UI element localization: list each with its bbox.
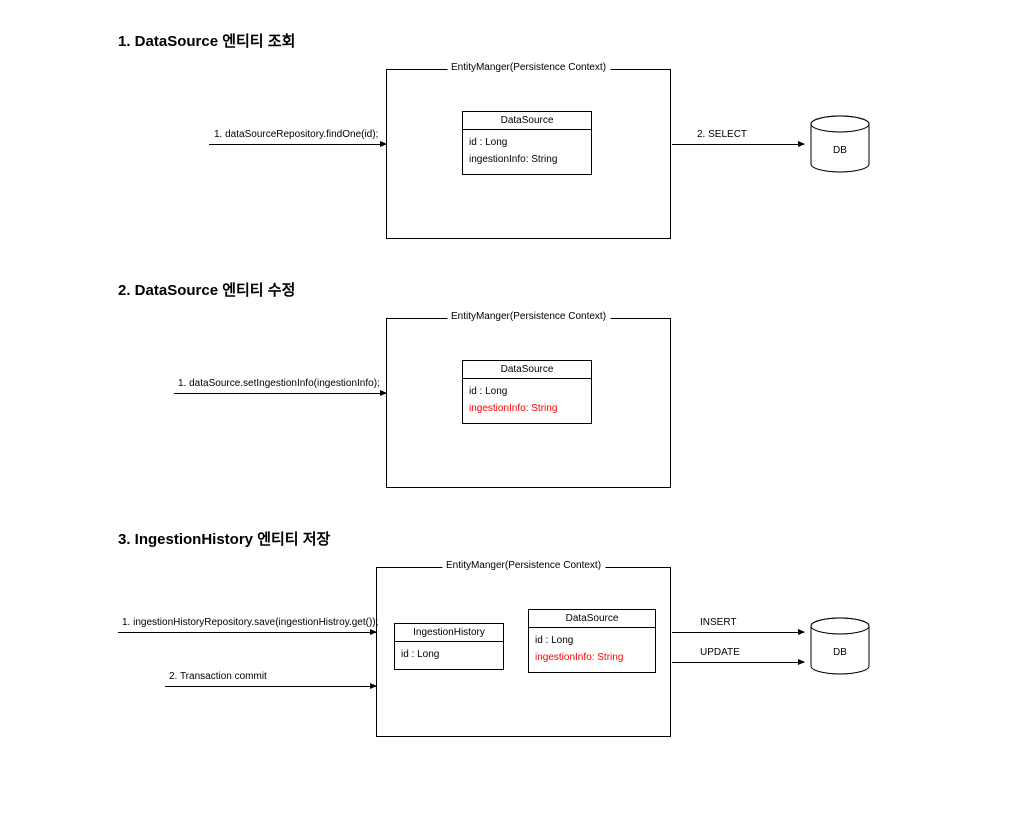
diagram-3: EntityManger(Persistence Context) Ingest… [0,567,1017,767]
arrow-label: 2. SELECT [697,129,747,140]
arrow-label: UPDATE [700,647,740,658]
arrow-label: 2. Transaction commit [169,671,267,682]
db-cylinder-3: DB [810,617,870,675]
entity-datasource-2: DataSource id : Long ingestionInfo: Stri… [462,360,592,424]
db-label: DB [810,647,870,658]
arrow-save [118,632,376,633]
db-cylinder-1: DB [810,115,870,173]
entity-field-highlight: ingestionInfo: String [469,400,585,417]
entity-field: id : Long [535,632,649,649]
entity-header: DataSource [463,361,591,379]
entity-field: ingestionInfo: String [469,151,585,168]
entity-body: id : Long ingestionInfo: String [463,379,591,423]
entity-field: id : Long [469,134,585,151]
arrow-insert [672,632,804,633]
section-3: 3. IngestionHistory 엔티티 저장 EntityManger(… [0,528,1017,767]
arrow-commit [165,686,376,687]
db-label: DB [810,145,870,156]
entity-header: DataSource [463,112,591,130]
section-1: 1. DataSource 엔티티 조회 EntityManger(Persis… [0,30,1017,259]
section-1-title: 1. DataSource 엔티티 조회 [118,30,1017,51]
arrow-label: 1. ingestionHistoryRepository.save(inges… [122,617,378,628]
entity-body: id : Long ingestionInfo: String [529,628,655,672]
arrow-set-ingestion [174,393,386,394]
arrow-find-one [209,144,386,145]
arrow-update [672,662,804,663]
arrow-select [672,144,804,145]
entity-datasource-3: DataSource id : Long ingestionInfo: Stri… [528,609,656,673]
entity-header: IngestionHistory [395,624,503,642]
entity-header: DataSource [529,610,655,628]
context-label-1: EntityManger(Persistence Context) [447,62,610,73]
entity-field: id : Long [469,383,585,400]
arrow-label: INSERT [700,617,737,628]
section-2-title: 2. DataSource 엔티티 수정 [118,279,1017,300]
entity-field-highlight: ingestionInfo: String [535,649,649,666]
section-3-title: 3. IngestionHistory 엔티티 저장 [118,528,1017,549]
entity-body: id : Long ingestionInfo: String [463,130,591,174]
context-label-2: EntityManger(Persistence Context) [447,311,610,322]
entity-body: id : Long [395,642,503,669]
context-label-3: EntityManger(Persistence Context) [442,560,605,571]
arrow-label: 1. dataSource.setIngestionInfo(ingestion… [178,378,380,389]
entity-ingestion-history: IngestionHistory id : Long [394,623,504,670]
entity-datasource-1: DataSource id : Long ingestionInfo: Stri… [462,111,592,175]
arrow-label: 1. dataSourceRepository.findOne(id); [214,129,378,140]
diagram-1: EntityManger(Persistence Context) DataSo… [0,69,1017,259]
entity-field: id : Long [401,646,497,663]
diagram-2: EntityManger(Persistence Context) DataSo… [0,318,1017,508]
section-2: 2. DataSource 엔티티 수정 EntityManger(Persis… [0,279,1017,508]
